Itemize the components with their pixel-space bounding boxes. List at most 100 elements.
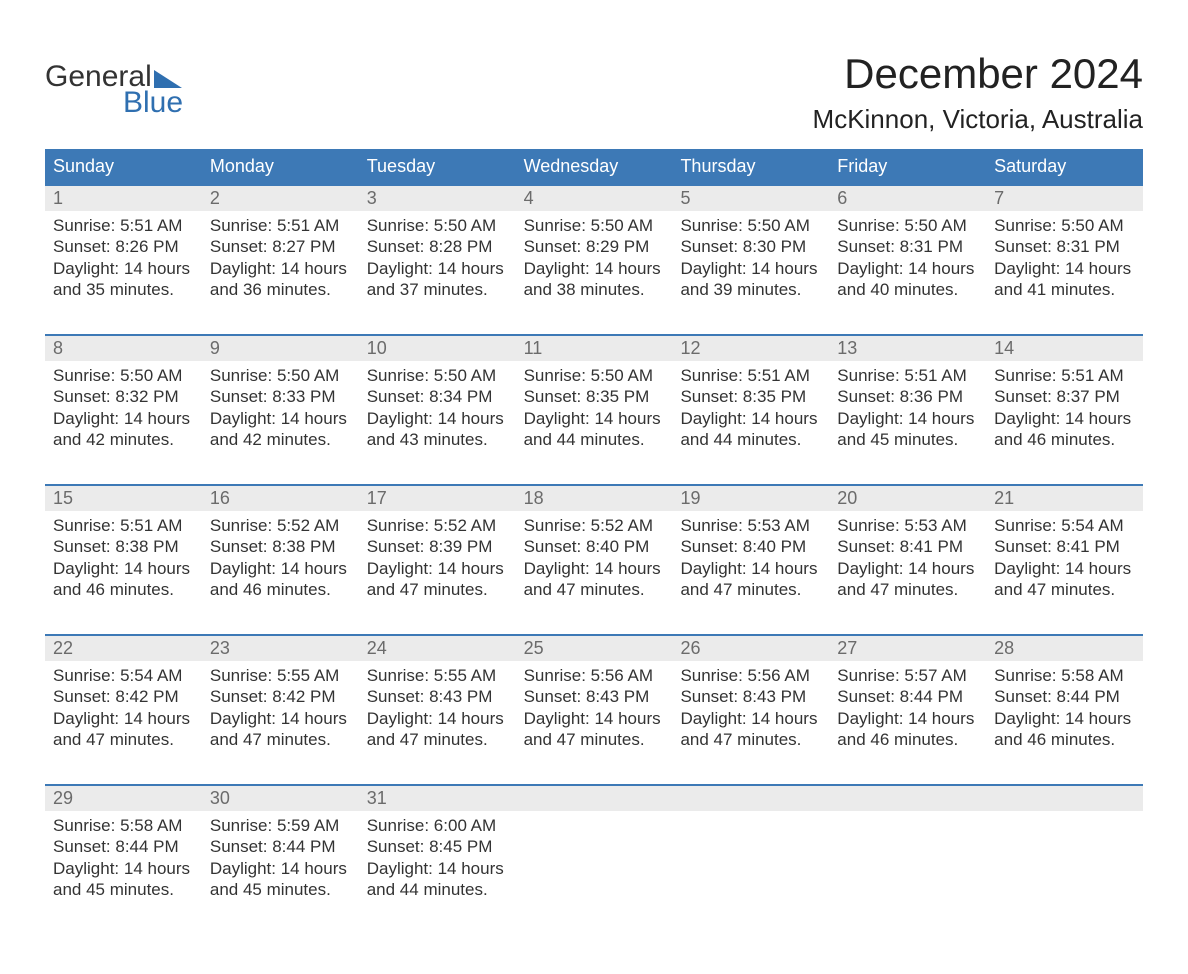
sunrise-text: Sunrise: 5:50 AM <box>367 365 508 386</box>
sunrise-text: Sunrise: 5:53 AM <box>680 515 821 536</box>
daylight-line2: and 44 minutes. <box>367 879 508 900</box>
daylight-line1: Daylight: 14 hours <box>53 558 194 579</box>
detail-row: Sunrise: 5:58 AMSunset: 8:44 PMDaylight:… <box>45 811 1143 934</box>
sunrise-text: Sunrise: 5:57 AM <box>837 665 978 686</box>
day-detail-cell: Sunrise: 5:58 AMSunset: 8:44 PMDaylight:… <box>45 811 202 934</box>
day-detail-cell <box>829 811 986 934</box>
sunrise-text: Sunrise: 5:51 AM <box>210 215 351 236</box>
date-number-row: 15161718192021 <box>45 486 1143 511</box>
day-detail-cell: Sunrise: 5:56 AMSunset: 8:43 PMDaylight:… <box>516 661 673 784</box>
sunrise-text: Sunrise: 5:59 AM <box>210 815 351 836</box>
daylight-line2: and 45 minutes. <box>837 429 978 450</box>
day-detail-cell: Sunrise: 5:54 AMSunset: 8:42 PMDaylight:… <box>45 661 202 784</box>
date-number-cell <box>672 786 829 811</box>
sunset-text: Sunset: 8:26 PM <box>53 236 194 257</box>
daylight-line2: and 47 minutes. <box>367 729 508 750</box>
daylight-line2: and 46 minutes. <box>53 579 194 600</box>
daylight-line2: and 47 minutes. <box>367 579 508 600</box>
location-title: McKinnon, Victoria, Australia <box>813 104 1143 135</box>
sunrise-text: Sunrise: 5:58 AM <box>53 815 194 836</box>
day-detail-cell: Sunrise: 5:50 AMSunset: 8:34 PMDaylight:… <box>359 361 516 484</box>
sunset-text: Sunset: 8:42 PM <box>210 686 351 707</box>
day-detail-cell: Sunrise: 5:56 AMSunset: 8:43 PMDaylight:… <box>672 661 829 784</box>
sunset-text: Sunset: 8:43 PM <box>680 686 821 707</box>
date-number-cell: 12 <box>672 336 829 361</box>
daylight-line1: Daylight: 14 hours <box>367 408 508 429</box>
daylight-line1: Daylight: 14 hours <box>680 408 821 429</box>
day-detail-cell: Sunrise: 5:51 AMSunset: 8:37 PMDaylight:… <box>986 361 1143 484</box>
daylight-line1: Daylight: 14 hours <box>210 708 351 729</box>
sunset-text: Sunset: 8:29 PM <box>524 236 665 257</box>
daylight-line2: and 47 minutes. <box>53 729 194 750</box>
date-number-cell: 18 <box>516 486 673 511</box>
day-detail-cell <box>986 811 1143 934</box>
daylight-line2: and 46 minutes. <box>837 729 978 750</box>
daylight-line2: and 38 minutes. <box>524 279 665 300</box>
date-number-cell: 4 <box>516 186 673 211</box>
day-detail-cell: Sunrise: 5:50 AMSunset: 8:33 PMDaylight:… <box>202 361 359 484</box>
date-number-cell: 26 <box>672 636 829 661</box>
day-detail-cell: Sunrise: 5:59 AMSunset: 8:44 PMDaylight:… <box>202 811 359 934</box>
sunset-text: Sunset: 8:35 PM <box>680 386 821 407</box>
date-number-cell: 30 <box>202 786 359 811</box>
sunset-text: Sunset: 8:31 PM <box>994 236 1135 257</box>
daylight-line2: and 44 minutes. <box>524 429 665 450</box>
sunset-text: Sunset: 8:38 PM <box>53 536 194 557</box>
daylight-line1: Daylight: 14 hours <box>210 558 351 579</box>
sunrise-text: Sunrise: 5:51 AM <box>53 215 194 236</box>
daylight-line1: Daylight: 14 hours <box>524 408 665 429</box>
sunset-text: Sunset: 8:37 PM <box>994 386 1135 407</box>
sunset-text: Sunset: 8:28 PM <box>367 236 508 257</box>
sunrise-text: Sunrise: 5:51 AM <box>837 365 978 386</box>
date-number-cell <box>986 786 1143 811</box>
sunset-text: Sunset: 8:38 PM <box>210 536 351 557</box>
date-number-cell: 21 <box>986 486 1143 511</box>
date-number-cell: 9 <box>202 336 359 361</box>
date-number-cell: 7 <box>986 186 1143 211</box>
daylight-line2: and 47 minutes. <box>524 729 665 750</box>
daylight-line1: Daylight: 14 hours <box>994 558 1135 579</box>
sunrise-text: Sunrise: 5:52 AM <box>367 515 508 536</box>
date-number-cell: 24 <box>359 636 516 661</box>
week-row: 1234567Sunrise: 5:51 AMSunset: 8:26 PMDa… <box>45 184 1143 334</box>
sunrise-text: Sunrise: 5:50 AM <box>367 215 508 236</box>
day-detail-cell <box>516 811 673 934</box>
sunrise-text: Sunrise: 5:52 AM <box>210 515 351 536</box>
sunrise-text: Sunrise: 5:51 AM <box>53 515 194 536</box>
daylight-line1: Daylight: 14 hours <box>837 558 978 579</box>
date-number-cell: 13 <box>829 336 986 361</box>
daylight-line2: and 46 minutes. <box>210 579 351 600</box>
detail-row: Sunrise: 5:51 AMSunset: 8:38 PMDaylight:… <box>45 511 1143 634</box>
daylight-line2: and 47 minutes. <box>524 579 665 600</box>
date-number-cell: 31 <box>359 786 516 811</box>
day-detail-cell: Sunrise: 5:51 AMSunset: 8:36 PMDaylight:… <box>829 361 986 484</box>
daylight-line1: Daylight: 14 hours <box>367 858 508 879</box>
detail-row: Sunrise: 5:54 AMSunset: 8:42 PMDaylight:… <box>45 661 1143 784</box>
day-header-saturday: Saturday <box>986 149 1143 184</box>
date-number-cell: 3 <box>359 186 516 211</box>
daylight-line2: and 47 minutes. <box>837 579 978 600</box>
daylight-line1: Daylight: 14 hours <box>524 708 665 729</box>
sunrise-text: Sunrise: 5:56 AM <box>680 665 821 686</box>
day-detail-cell: Sunrise: 5:51 AMSunset: 8:27 PMDaylight:… <box>202 211 359 334</box>
daylight-line2: and 46 minutes. <box>994 729 1135 750</box>
sunrise-text: Sunrise: 5:50 AM <box>524 365 665 386</box>
weeks-container: 1234567Sunrise: 5:51 AMSunset: 8:26 PMDa… <box>45 184 1143 934</box>
sunrise-text: Sunrise: 5:50 AM <box>53 365 194 386</box>
date-number-cell: 27 <box>829 636 986 661</box>
daylight-line1: Daylight: 14 hours <box>53 708 194 729</box>
daylight-line2: and 46 minutes. <box>994 429 1135 450</box>
sunset-text: Sunset: 8:27 PM <box>210 236 351 257</box>
daylight-line1: Daylight: 14 hours <box>994 708 1135 729</box>
date-number-row: 1234567 <box>45 186 1143 211</box>
sunset-text: Sunset: 8:33 PM <box>210 386 351 407</box>
sunset-text: Sunset: 8:44 PM <box>53 836 194 857</box>
day-detail-cell: Sunrise: 5:55 AMSunset: 8:42 PMDaylight:… <box>202 661 359 784</box>
day-detail-cell: Sunrise: 5:50 AMSunset: 8:28 PMDaylight:… <box>359 211 516 334</box>
daylight-line2: and 37 minutes. <box>367 279 508 300</box>
date-number-row: 891011121314 <box>45 336 1143 361</box>
day-header-monday: Monday <box>202 149 359 184</box>
sunset-text: Sunset: 8:44 PM <box>210 836 351 857</box>
sunset-text: Sunset: 8:45 PM <box>367 836 508 857</box>
daylight-line2: and 44 minutes. <box>680 429 821 450</box>
